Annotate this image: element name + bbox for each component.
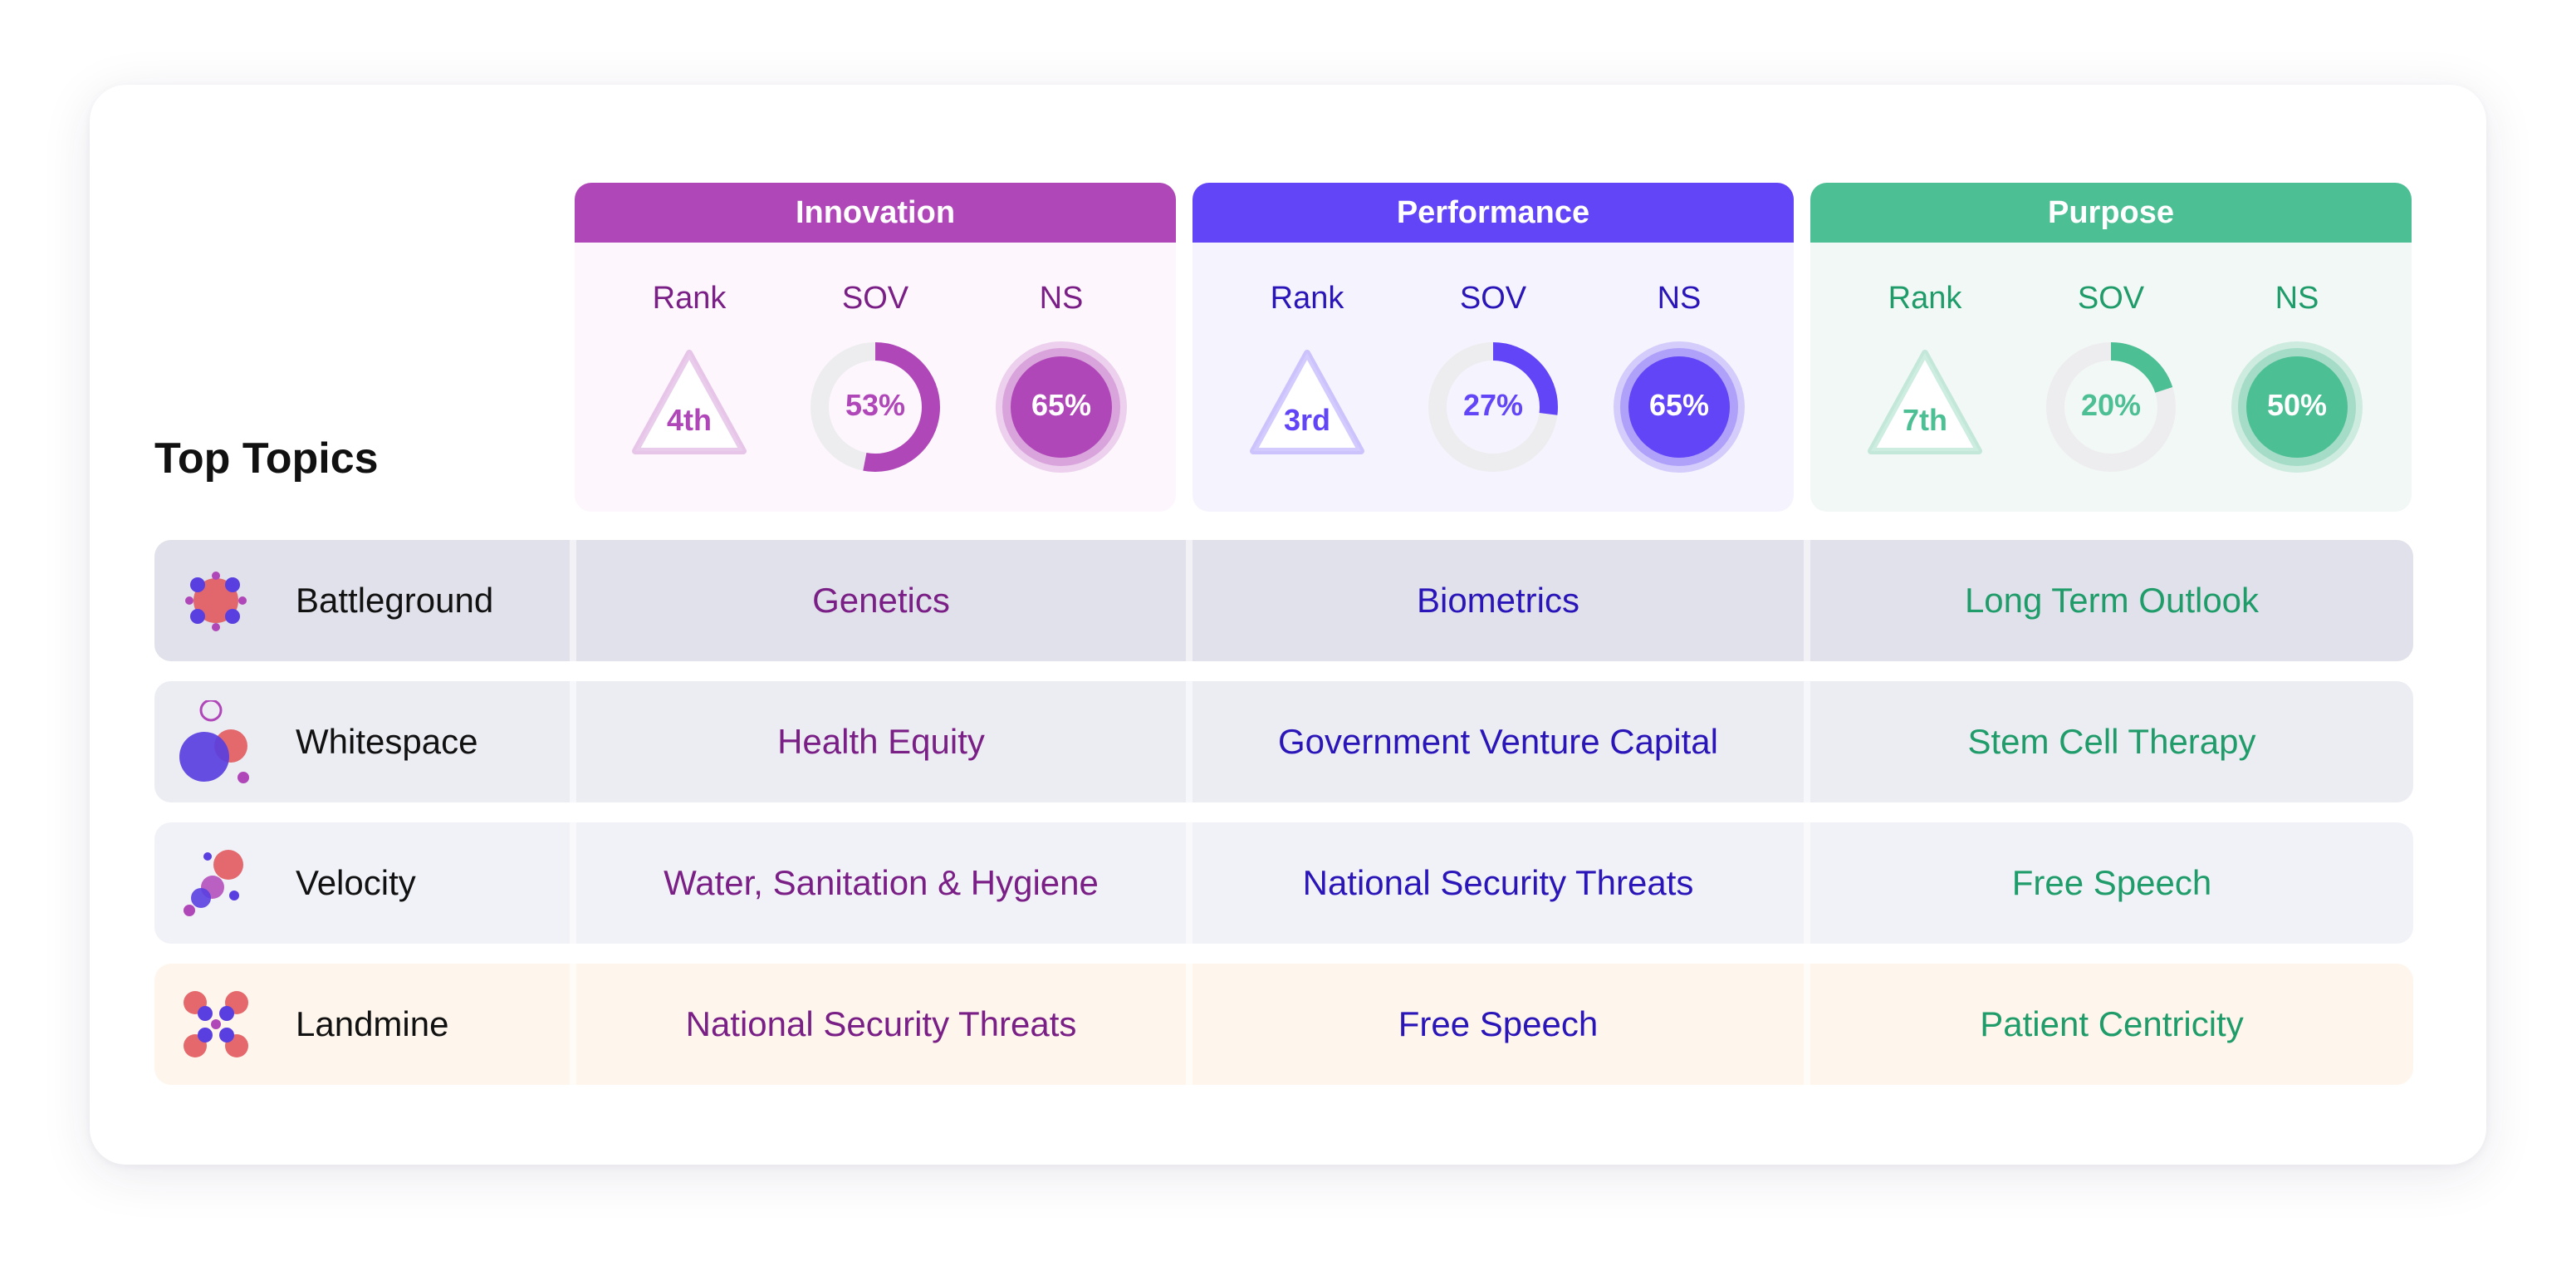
row-label: Battleground [296, 581, 494, 620]
cell-purpose: Patient Centricity [1980, 1004, 2244, 1043]
cell-purpose: Long Term Outlook [1964, 581, 2260, 620]
cell-performance: Free Speech [1398, 1004, 1599, 1043]
ns-circle: 50% [2226, 336, 2368, 478]
sov-value: 53% [845, 388, 906, 422]
row-label: Whitespace [296, 722, 478, 761]
ns-value: 50% [2266, 388, 2328, 422]
sov-donut: 27% [1423, 336, 1564, 478]
table-row-whitespace: Whitespace Health Equity Government Vent… [154, 681, 2413, 802]
ns-value: 65% [1031, 388, 1092, 422]
rank-label: Rank [1888, 281, 1962, 316]
panel-purpose: Purpose Rank SOV NS 7th 20% 50% [1810, 183, 2412, 512]
row-label: Landmine [296, 1004, 449, 1043]
panel-innovation: Innovation Rank SOV NS 4th 53% 65% [575, 183, 1176, 512]
panel-header-performance: Performance [1193, 183, 1794, 243]
rank-badge: 7th [1854, 336, 1996, 478]
battleground-icon [174, 559, 257, 642]
cell-purpose: Free Speech [2011, 863, 2212, 902]
sov-label: SOV [841, 281, 909, 316]
cell-innovation: National Security Threats [685, 1004, 1077, 1043]
row-label: Velocity [296, 863, 416, 902]
panel-performance: Performance Rank SOV NS 3rd 27% 65% [1193, 183, 1794, 512]
ns-value: 65% [1648, 388, 1710, 422]
rank-label: Rank [652, 281, 727, 316]
cell-performance: National Security Threats [1302, 863, 1694, 902]
sov-donut: 20% [2040, 336, 2182, 478]
ns-label: NS [1039, 281, 1084, 316]
top-topics-card: Top Topics Innovation Rank SOV NS 4th 53… [90, 85, 2486, 1165]
rank-value: 3rd [1283, 403, 1331, 437]
panel-header-purpose: Purpose [1810, 183, 2412, 243]
ns-label: NS [2275, 281, 2319, 316]
velocity-icon [174, 841, 257, 925]
cell-performance: Government Venture Capital [1278, 722, 1718, 761]
sov-value: 27% [1462, 388, 1524, 422]
rank-value: 4th [667, 403, 712, 437]
rank-label: Rank [1270, 281, 1344, 316]
whitespace-icon [174, 700, 257, 783]
table-row-velocity: Velocity Water, Sanitation & Hygiene Nat… [154, 822, 2413, 944]
ns-label: NS [1657, 281, 1702, 316]
sov-label: SOV [2077, 281, 2145, 316]
page-title: Top Topics [154, 434, 379, 483]
cell-purpose: Stem Cell Therapy [1967, 722, 2256, 761]
sov-label: SOV [1459, 281, 1527, 316]
cell-innovation: Water, Sanitation & Hygiene [664, 863, 1099, 902]
rank-value: 7th [1903, 403, 1947, 437]
ns-circle: 65% [1609, 336, 1750, 478]
panel-header-innovation: Innovation [575, 183, 1176, 243]
table-row-landmine: Landmine National Security Threats Free … [154, 964, 2413, 1085]
landmine-icon [174, 983, 257, 1066]
cell-innovation: Health Equity [777, 722, 985, 761]
rank-badge: 3rd [1237, 336, 1378, 478]
sov-donut: 53% [805, 336, 946, 478]
cell-performance: Biometrics [1416, 581, 1580, 620]
cell-innovation: Genetics [812, 581, 950, 620]
sov-value: 20% [2080, 388, 2142, 422]
ns-circle: 65% [991, 336, 1132, 478]
table-row-battleground: Battleground Genetics Biometrics Long Te… [154, 540, 2413, 661]
rank-badge: 4th [619, 336, 760, 478]
